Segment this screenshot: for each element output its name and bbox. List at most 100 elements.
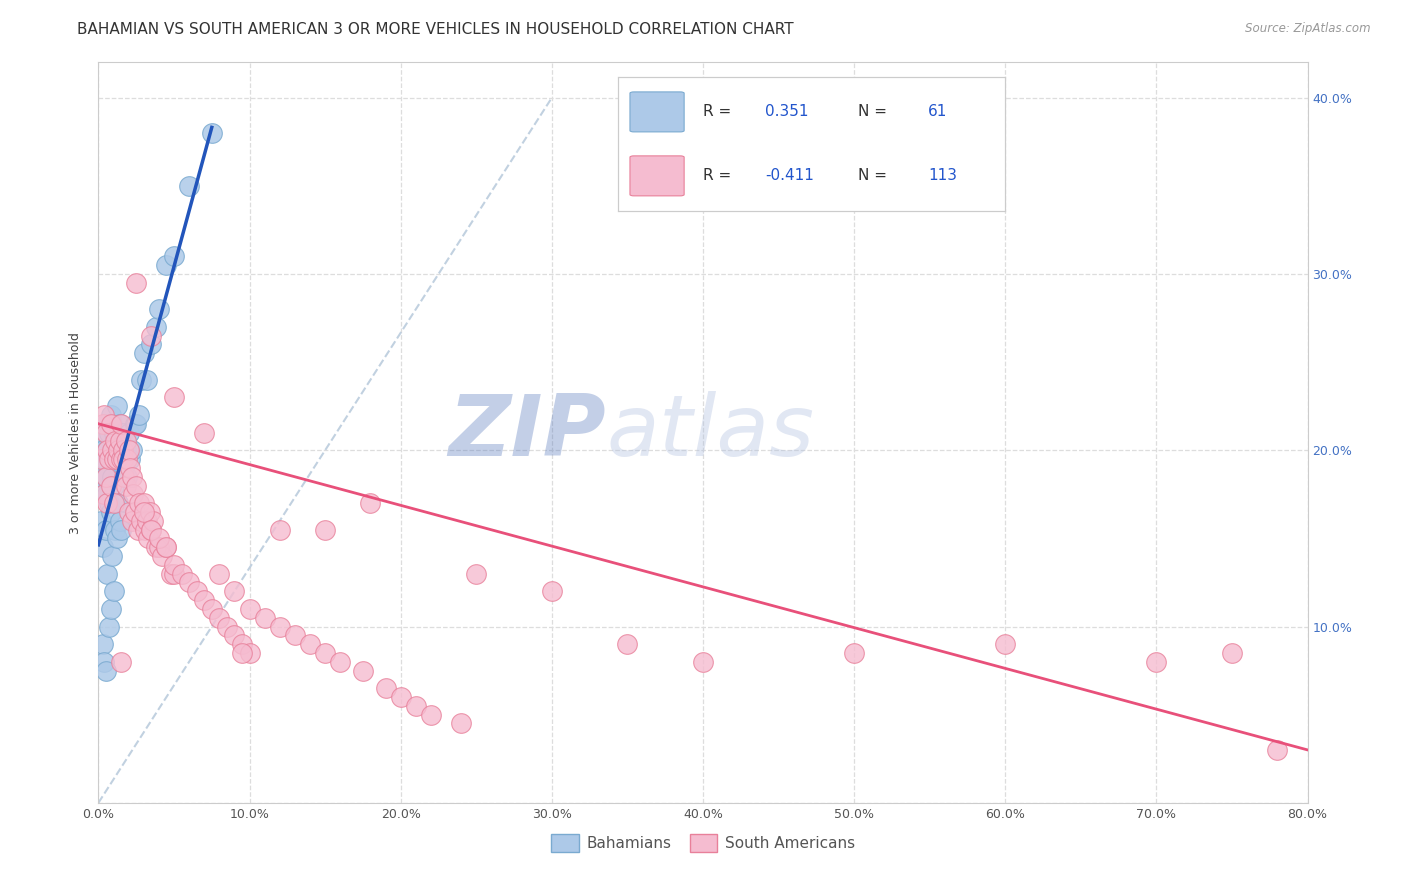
Point — [284, 628, 307, 642]
Point — [142, 514, 165, 528]
Point — [96, 443, 118, 458]
Point — [100, 505, 122, 519]
Point — [269, 619, 291, 633]
Point — [94, 523, 117, 537]
Point — [132, 505, 155, 519]
Point — [132, 496, 155, 510]
Point — [103, 425, 125, 440]
Point — [128, 496, 150, 510]
Point — [193, 593, 215, 607]
Point — [104, 443, 127, 458]
Point — [94, 425, 117, 440]
Point — [844, 646, 866, 660]
Point — [125, 276, 148, 290]
Point — [132, 346, 155, 360]
Point — [148, 540, 170, 554]
Point — [179, 178, 201, 193]
Point — [141, 328, 163, 343]
Point — [93, 487, 115, 501]
Text: ZIP: ZIP — [449, 391, 606, 475]
Point — [94, 417, 117, 431]
Text: BAHAMIAN VS SOUTH AMERICAN 3 OR MORE VEHICLES IN HOUSEHOLD CORRELATION CHART: BAHAMIAN VS SOUTH AMERICAN 3 OR MORE VEH… — [77, 22, 794, 37]
Point — [93, 487, 115, 501]
Text: atlas: atlas — [606, 391, 814, 475]
Point — [93, 452, 115, 467]
Point — [163, 390, 186, 404]
Point — [540, 584, 562, 599]
Point — [100, 602, 122, 616]
Point — [145, 319, 167, 334]
Point — [155, 540, 177, 554]
Point — [90, 514, 112, 528]
Point — [299, 637, 322, 651]
Point — [329, 655, 352, 669]
Point — [112, 469, 135, 483]
Point — [314, 646, 336, 660]
Point — [155, 540, 177, 554]
Point — [465, 566, 488, 581]
Point — [111, 443, 134, 458]
Point — [98, 619, 121, 633]
Point — [405, 698, 427, 713]
Point — [215, 619, 238, 633]
Point — [114, 434, 136, 449]
Point — [193, 425, 215, 440]
Point — [994, 637, 1017, 651]
Point — [103, 478, 125, 492]
Point — [179, 575, 201, 590]
Point — [91, 417, 114, 431]
Point — [150, 549, 173, 563]
Point — [120, 452, 142, 467]
Point — [96, 496, 118, 510]
Point — [231, 646, 253, 660]
Point — [103, 452, 125, 467]
Point — [105, 532, 128, 546]
Point — [616, 637, 638, 651]
Point — [224, 628, 246, 642]
Point — [89, 452, 111, 467]
Point — [352, 664, 374, 678]
Point — [111, 452, 134, 467]
Point — [115, 452, 138, 467]
Point — [93, 655, 115, 669]
Point — [129, 373, 152, 387]
Point — [141, 337, 163, 351]
Legend: Bahamians, South Americans: Bahamians, South Americans — [546, 829, 860, 858]
Point — [208, 566, 231, 581]
Point — [112, 461, 135, 475]
Point — [91, 540, 114, 554]
Point — [101, 443, 124, 458]
Point — [124, 417, 146, 431]
Point — [110, 452, 132, 467]
Point — [121, 443, 143, 458]
Point — [374, 681, 396, 696]
Point — [110, 655, 132, 669]
Point — [118, 425, 141, 440]
Point — [98, 425, 121, 440]
Point — [450, 716, 472, 731]
Point — [96, 566, 118, 581]
Point — [104, 523, 127, 537]
Point — [231, 637, 253, 651]
Point — [90, 452, 112, 467]
Point — [101, 549, 124, 563]
Point — [110, 443, 132, 458]
Point — [145, 540, 167, 554]
Point — [118, 443, 141, 458]
Point — [105, 452, 128, 467]
Point — [128, 408, 150, 422]
Point — [141, 523, 163, 537]
Point — [121, 514, 143, 528]
Point — [114, 443, 136, 458]
Point — [96, 443, 118, 458]
Point — [125, 478, 148, 492]
Point — [101, 469, 124, 483]
Point — [115, 469, 138, 483]
Point — [93, 408, 115, 422]
Point — [163, 558, 186, 572]
Point — [160, 566, 183, 581]
Point — [155, 258, 177, 272]
Point — [692, 655, 714, 669]
Point — [103, 584, 125, 599]
Point — [98, 496, 121, 510]
